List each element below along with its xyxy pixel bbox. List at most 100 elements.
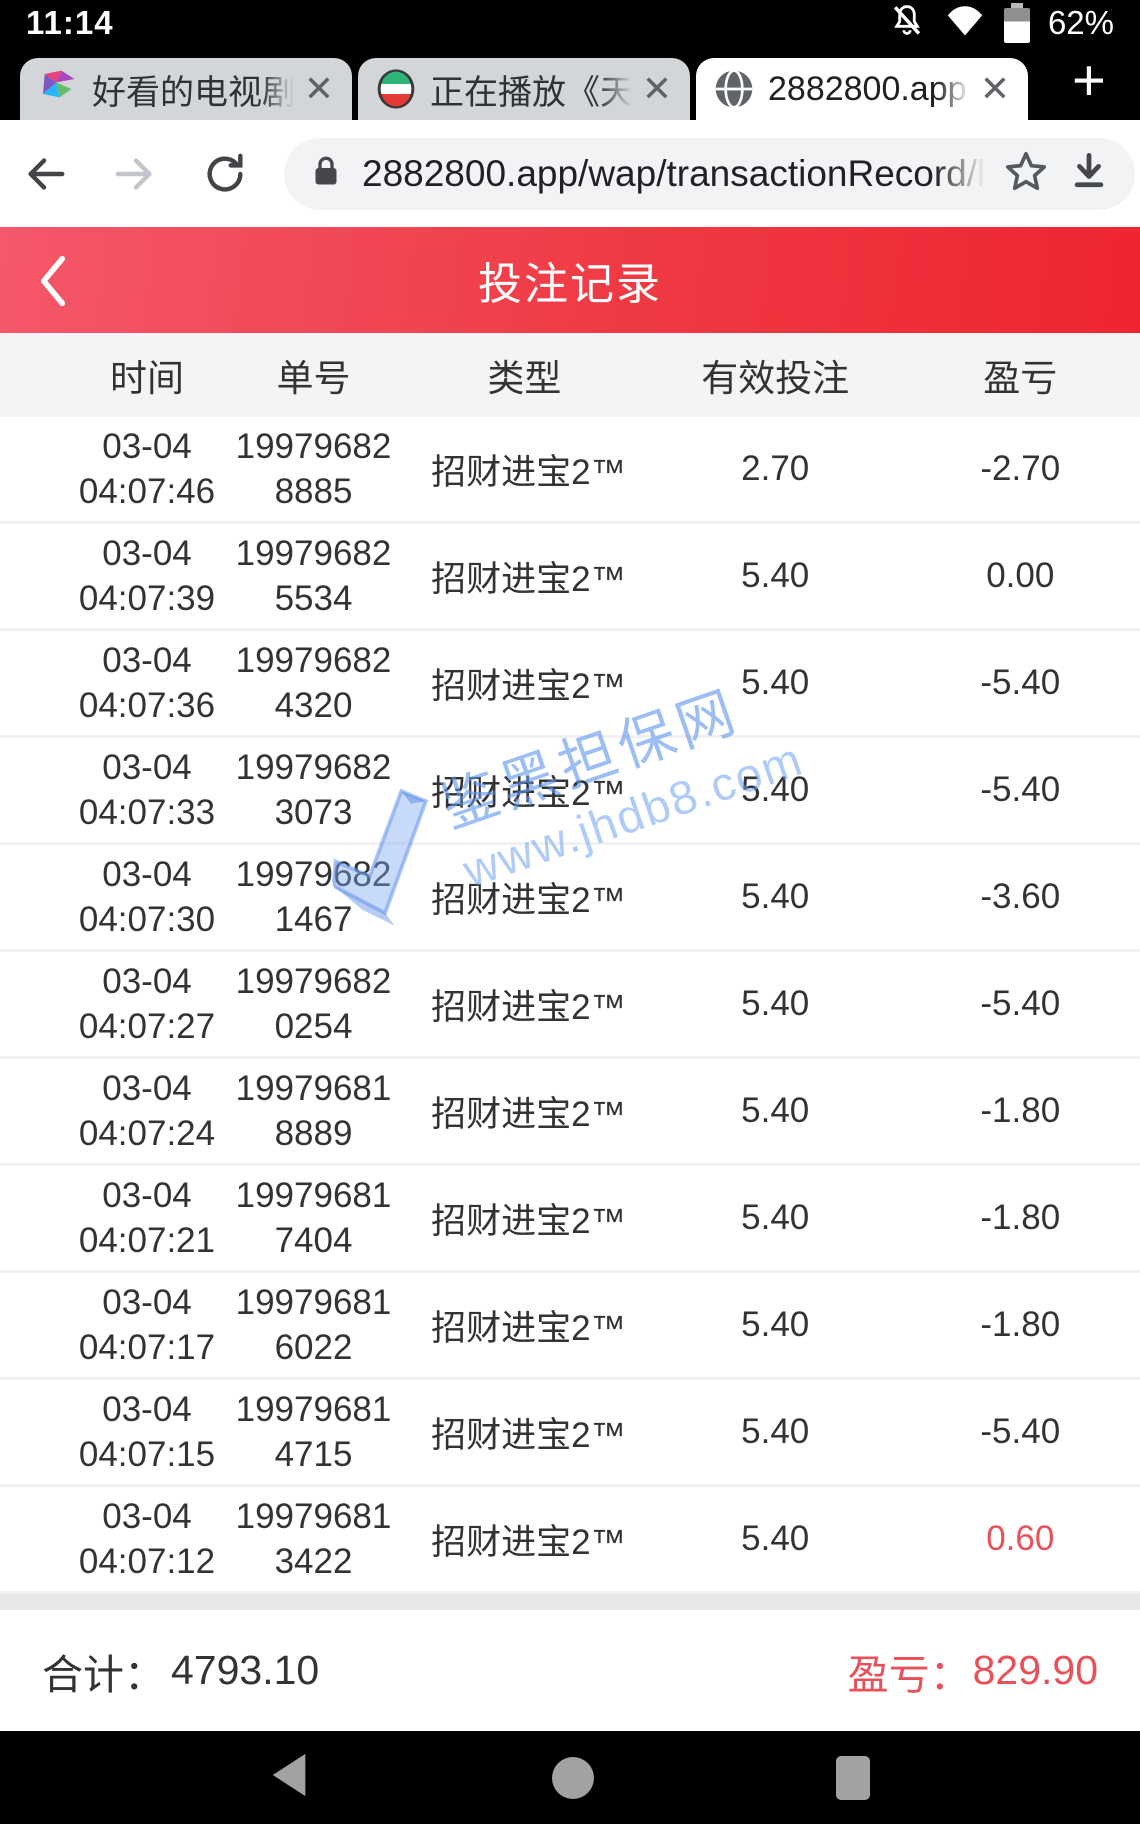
tab-2882800-app[interactable]: 2882800.app ✕ [696, 58, 1028, 120]
table-row: 03-04 04:07:46 19979682 8885 招财进宝2™ 2.70 -… [0, 417, 1140, 524]
cell-game-type: 招财进宝2™ [431, 1522, 626, 1562]
cell-profit-loss: 0.60 [986, 1519, 1055, 1558]
cell-valid-bet: 2.70 [741, 449, 810, 488]
table-row: 03-04 04:07:36 19979682 4320 招财进宝2™ 5.40 -… [0, 631, 1140, 738]
page-back-icon[interactable] [38, 255, 68, 312]
table-row: 03-04 04:07:17 19979681 6022 招财进宝2™ 5.40 -… [0, 1273, 1140, 1380]
cell-profit-loss: -1.80 [980, 1091, 1061, 1130]
cell-time: 03-04 04:07:27 [78, 962, 216, 1046]
cell-game-type: 招财进宝2™ [431, 987, 626, 1027]
tv-site-favicon-icon [376, 69, 416, 109]
tab-close-icon[interactable]: ✕ [303, 68, 334, 109]
col-header-profit-loss: 盈亏 [983, 358, 1058, 399]
footer-divider [0, 1594, 1140, 1610]
new-tab-button[interactable]: + [1072, 48, 1106, 113]
profit-label: 盈亏： [847, 1651, 971, 1698]
total-label: 合计： [42, 1651, 165, 1698]
cell-order-number: 19979681 6022 [235, 1283, 392, 1367]
cell-profit-loss: -1.80 [980, 1198, 1061, 1237]
cell-profit-loss: -3.60 [980, 877, 1061, 916]
table-row: 03-04 04:07:21 19979681 7404 招财进宝2™ 5.40 -… [0, 1166, 1140, 1273]
cell-time: 03-04 04:07:12 [78, 1497, 216, 1581]
cell-valid-bet: 5.40 [741, 1412, 810, 1451]
tab-tvb-player[interactable]: 正在播放《天官赐 ✕ [358, 58, 690, 120]
cell-valid-bet: 5.40 [741, 663, 810, 702]
tab-title: 好看的电视剧-最新 [92, 73, 298, 112]
reload-icon[interactable] [202, 151, 248, 197]
bookmark-star-icon[interactable] [1003, 148, 1049, 199]
cell-valid-bet: 5.40 [741, 1091, 810, 1130]
globe-favicon-icon [714, 69, 754, 109]
cell-game-type: 招财进宝2™ [431, 1201, 626, 1241]
nav-recents-button[interactable] [836, 1755, 870, 1800]
notifications-off-icon [888, 0, 926, 45]
battery-icon [1003, 2, 1030, 43]
table-body: 03-04 04:07:46 19979682 8885 招财进宝2™ 2.70 -… [0, 417, 1140, 1594]
cell-time: 03-04 04:07:36 [78, 641, 216, 725]
cell-time: 03-04 04:07:30 [78, 855, 216, 939]
nav-home-button[interactable] [552, 1756, 594, 1799]
cell-order-number: 19979682 4320 [235, 641, 392, 725]
tab-video-site[interactable]: 好看的电视剧-最新 ✕ [20, 58, 352, 120]
download-icon[interactable] [1067, 149, 1111, 198]
cell-game-type: 招财进宝2™ [431, 1308, 626, 1348]
tab-close-icon[interactable]: ✕ [641, 68, 672, 109]
status-bar: 11:14 62% [0, 0, 1140, 45]
page-header: 投注记录 [0, 227, 1140, 333]
cell-profit-loss: -5.40 [980, 984, 1061, 1023]
cell-game-type: 招财进宝2™ [431, 1094, 626, 1134]
cell-order-number: 19979682 8885 [235, 427, 392, 511]
url-bar[interactable]: 2882800.app/wap/transactionRecord/l [284, 137, 1136, 210]
cell-valid-bet: 5.40 [741, 877, 810, 916]
cell-order-number: 19979681 7404 [235, 1176, 392, 1260]
cell-game-type: 招财进宝2™ [431, 666, 626, 706]
cell-order-number: 19979681 4715 [235, 1390, 392, 1474]
col-header-type: 类型 [487, 358, 562, 399]
col-header-time: 时间 [110, 358, 184, 399]
status-time: 11:14 [26, 3, 114, 41]
browser-toolbar: 2882800.app/wap/transactionRecord/l [0, 120, 1140, 227]
cell-profit-loss: -5.40 [980, 770, 1061, 809]
cell-time: 03-04 04:07:39 [78, 534, 216, 618]
cell-valid-bet: 5.40 [741, 1198, 810, 1237]
cell-valid-bet: 5.40 [741, 770, 810, 809]
wifi-icon [944, 2, 986, 43]
cell-order-number: 19979682 1467 [235, 855, 392, 939]
cell-valid-bet: 5.40 [741, 1519, 810, 1558]
cell-time: 03-04 04:07:33 [78, 748, 216, 832]
cell-game-type: 招财进宝2™ [431, 1415, 626, 1455]
total-value: 4793.10 [171, 1647, 320, 1693]
table-row: 03-04 04:07:27 19979682 0254 招财进宝2™ 5.40 -… [0, 952, 1140, 1059]
cell-profit-loss: -1.80 [980, 1305, 1061, 1344]
back-icon[interactable] [22, 151, 68, 197]
cell-time: 03-04 04:07:15 [78, 1390, 216, 1474]
table-row: 03-04 04:07:39 19979682 5534 招财进宝2™ 5.40 0… [0, 524, 1140, 631]
nav-back-button[interactable] [270, 1752, 310, 1803]
cell-profit-loss: -2.70 [980, 449, 1061, 488]
profit-value: 829.90 [972, 1647, 1098, 1693]
col-header-valid-bet: 有效投注 [701, 358, 850, 399]
table-row: 03-04 04:07:12 19979681 3422 招财进宝2™ 5.40 0… [0, 1487, 1140, 1594]
table-row: 03-04 04:07:24 19979681 8889 招财进宝2™ 5.40 -… [0, 1059, 1140, 1166]
cell-profit-loss: 0.00 [986, 556, 1055, 595]
cell-valid-bet: 5.40 [741, 1305, 810, 1344]
tab-close-icon[interactable]: ✕ [979, 68, 1010, 109]
table-row: 03-04 04:07:30 19979682 1467 招财进宝2™ 5.40 -… [0, 845, 1140, 952]
forward-icon[interactable] [112, 151, 158, 197]
cell-game-type: 招财进宝2™ [431, 773, 626, 813]
cell-order-number: 19979681 8889 [235, 1069, 392, 1153]
status-icons: 62% [888, 0, 1114, 45]
cell-time: 03-04 04:07:24 [78, 1069, 216, 1153]
battery-percent: 62% [1047, 3, 1114, 41]
cell-order-number: 19979681 3422 [235, 1497, 392, 1581]
cell-game-type: 招财进宝2™ [431, 559, 626, 599]
total-summary: 合计： 4793.10 [42, 1641, 319, 1701]
lock-icon [308, 151, 344, 196]
tab-strip: 好看的电视剧-最新 ✕ 正在播放《天官赐 ✕ [0, 45, 1140, 120]
cell-profit-loss: -5.40 [980, 1412, 1061, 1451]
col-header-order: 单号 [276, 358, 351, 399]
tab-title: 正在播放《天官赐 [430, 73, 636, 112]
cell-order-number: 19979682 3073 [235, 748, 392, 832]
table-header-row: 时间 单号 类型 有效投注 盈亏 [0, 333, 1140, 417]
profit-loss-summary: 盈亏： 829.90 [848, 1641, 1098, 1701]
